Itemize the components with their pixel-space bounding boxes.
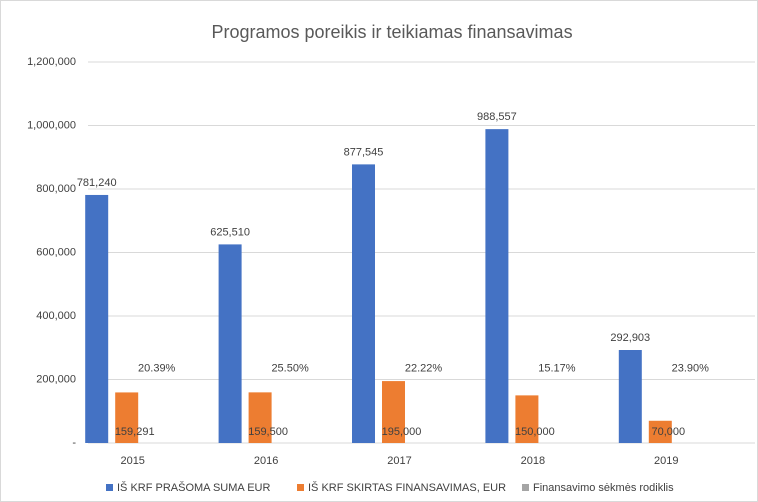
data-label: 988,557 bbox=[477, 111, 517, 123]
bar bbox=[85, 194, 109, 443]
y-tick-label: 800,000 bbox=[36, 183, 76, 195]
y-tick-label: 200,000 bbox=[36, 373, 76, 385]
legend-label: IŠ KRF SKIRTAS FINANSAVIMAS, EUR bbox=[308, 481, 506, 494]
data-label: 625,510 bbox=[210, 226, 250, 238]
bar bbox=[248, 392, 272, 443]
legend-label: Finansavimo sėkmės rodiklis bbox=[533, 482, 674, 494]
y-tick-label: 400,000 bbox=[36, 310, 76, 322]
bar bbox=[515, 395, 539, 443]
data-label: 195,000 bbox=[382, 426, 422, 438]
y-tick-label: - bbox=[72, 437, 76, 449]
bar bbox=[382, 381, 405, 443]
data-label: 292,903 bbox=[610, 332, 650, 344]
bar bbox=[218, 244, 242, 443]
x-tick-label: 2015 bbox=[120, 455, 144, 467]
data-label: 159,291 bbox=[115, 426, 155, 438]
bar bbox=[115, 392, 139, 443]
data-label: 877,545 bbox=[344, 146, 384, 158]
x-tick-label: 2017 bbox=[387, 455, 411, 467]
data-label: 781,240 bbox=[77, 177, 117, 189]
data-label: 20.39% bbox=[138, 363, 176, 375]
data-label: 150,000 bbox=[515, 426, 555, 438]
legend-marker bbox=[106, 484, 113, 491]
data-label: 70,000 bbox=[651, 426, 685, 438]
bar bbox=[618, 350, 642, 443]
x-tick-label: 2019 bbox=[654, 455, 678, 467]
data-label: 23.90% bbox=[672, 363, 710, 375]
bar bbox=[352, 164, 375, 443]
data-label: 22.22% bbox=[405, 363, 443, 375]
data-label: 159,500 bbox=[248, 426, 288, 438]
data-label: 25.50% bbox=[271, 363, 309, 375]
bar bbox=[648, 420, 672, 443]
legend-marker bbox=[297, 484, 304, 491]
y-tick-label: 600,000 bbox=[36, 246, 76, 258]
data-label: 15.17% bbox=[538, 363, 576, 375]
y-tick-label: 1,200,000 bbox=[27, 56, 76, 68]
legend-marker bbox=[522, 484, 529, 491]
bar bbox=[485, 129, 509, 443]
x-tick-label: 2016 bbox=[254, 455, 278, 467]
y-tick-label: 1,000,000 bbox=[27, 119, 76, 131]
x-tick-label: 2018 bbox=[521, 455, 545, 467]
legend-label: IŠ KRF PRAŠOMA SUMA EUR bbox=[117, 481, 270, 494]
chart-title: Programos poreikis ir teikiamas finansav… bbox=[211, 22, 572, 42]
